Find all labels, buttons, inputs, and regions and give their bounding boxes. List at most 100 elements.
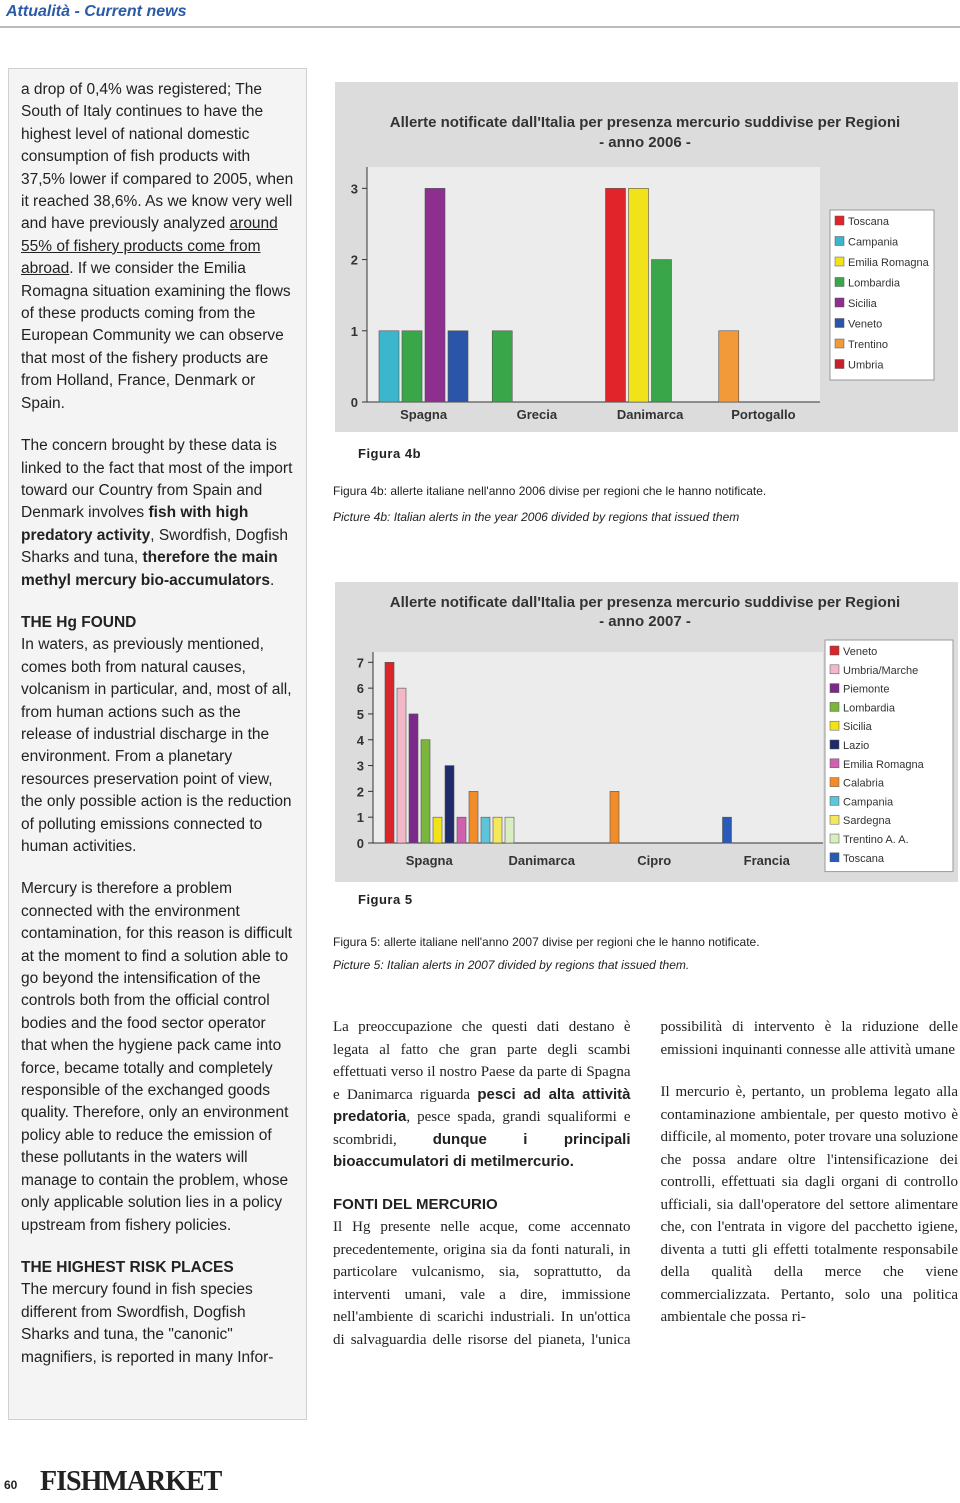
x-tick-label: Spagna xyxy=(406,853,454,868)
legend-label: Umbria xyxy=(848,360,884,372)
section-title: Attualità - Current news xyxy=(6,3,187,20)
legend-swatch xyxy=(834,277,845,287)
x-tick-label: Danimarca xyxy=(509,853,576,868)
y-tick-label: 7 xyxy=(357,655,364,670)
figure-label: Figura 4b xyxy=(358,446,422,461)
paragraph: The concern brought by these data is lin… xyxy=(21,435,294,592)
chart-2006: Allerte notificate dall'Italia per prese… xyxy=(335,82,958,432)
legend-label: Campania xyxy=(848,237,899,249)
legend-label: Lombardia xyxy=(848,278,901,290)
caption-en: Picture 5: Italian alerts in 2007 divide… xyxy=(333,958,690,972)
chart-subtitle: - anno 2006 - xyxy=(599,134,691,151)
y-tick-label: 1 xyxy=(351,324,358,339)
legend-swatch xyxy=(834,338,845,349)
text-run: . If we consider the Emilia Romagna situ… xyxy=(21,260,291,412)
chart-title: Allerte notificate dall'Italia per prese… xyxy=(390,114,900,131)
text-run: pesci ad alta attività predatoria xyxy=(333,1085,631,1126)
x-tick-label: Portogallo xyxy=(731,407,795,422)
caption-it: Figura 4b: allerte italiane nell'anno 20… xyxy=(333,484,767,498)
legend-swatch xyxy=(829,758,840,769)
legend-label: Sicilia xyxy=(843,721,873,733)
text-run: The mercury found in fish species differ… xyxy=(21,1281,274,1366)
text-run: Il mercurio è, pertanto, un problema leg… xyxy=(660,1084,959,1325)
legend-label: Sicilia xyxy=(848,298,878,310)
header: Attualità - Current news xyxy=(0,0,960,28)
y-tick-label: 3 xyxy=(351,181,358,196)
legend-box xyxy=(824,639,954,873)
legend-swatch xyxy=(829,852,840,863)
bar xyxy=(424,188,446,403)
bar xyxy=(492,816,503,844)
legend-swatch xyxy=(834,297,845,308)
plot-wall xyxy=(373,652,823,843)
legend-label: Trentino xyxy=(848,339,888,351)
caption-en: Picture 4b: Italian alerts in the year 2… xyxy=(333,510,740,524)
x-tick-label: Cipro xyxy=(637,853,671,868)
legend-label: Lazio xyxy=(843,740,869,752)
legend-swatch xyxy=(834,215,845,226)
bar xyxy=(401,330,423,403)
legend-swatch xyxy=(829,683,840,693)
x-tick-label: Danimarca xyxy=(617,407,684,422)
legend-swatch xyxy=(829,702,840,712)
bar xyxy=(605,188,626,403)
legend-label: Umbria/Marche xyxy=(843,665,918,677)
magazine-logo: FISHMARKET xyxy=(40,1466,222,1497)
text-run: dunque i principali bioaccumulatori di m… xyxy=(333,1130,631,1171)
legend-swatch xyxy=(834,359,845,369)
text-run: Mercury is therefore a problem connected… xyxy=(21,880,293,1234)
y-tick-label: 6 xyxy=(357,681,364,696)
legend-swatch xyxy=(834,256,845,267)
y-tick-label: 1 xyxy=(357,810,364,825)
bar xyxy=(504,816,515,844)
heading: FONTI DEL MERCURIO xyxy=(333,1195,498,1213)
legend-label: Veneto xyxy=(848,319,882,331)
y-tick-label: 0 xyxy=(357,836,364,851)
text-run: a drop of 0,4% was registered; The South… xyxy=(21,81,294,233)
page-number: 60 xyxy=(4,1478,18,1492)
text-run: . xyxy=(269,571,275,589)
bar xyxy=(468,791,479,844)
legend-swatch xyxy=(829,796,840,806)
legend-label: Toscana xyxy=(848,216,890,228)
bar xyxy=(651,259,672,403)
bar xyxy=(384,662,395,844)
legend-label: Piemonte xyxy=(843,684,889,696)
paragraph: Il mercurio è, pertanto, un problema leg… xyxy=(661,1081,959,1329)
legend-label: Campania xyxy=(843,796,894,808)
bar xyxy=(491,330,513,403)
bar xyxy=(396,687,407,844)
legend-swatch xyxy=(829,777,840,787)
paragraph: The mercury found in fish species differ… xyxy=(21,1279,294,1369)
text-run: La preoccupazione che questi dati destan… xyxy=(333,1019,631,1103)
bar xyxy=(722,816,732,844)
bar xyxy=(628,188,649,403)
text-run: , Swordfish, Dogfish Sharks and tuna, xyxy=(21,526,289,567)
y-tick-label: 3 xyxy=(357,759,364,774)
legend-swatch xyxy=(829,833,840,844)
text-run: fish with high predatory activity xyxy=(21,504,249,544)
left-column: a drop of 0,4% was registered; The South… xyxy=(8,68,307,1420)
legend-label: Toscana xyxy=(843,853,885,865)
y-tick-label: 2 xyxy=(357,784,364,799)
legend-swatch xyxy=(829,720,840,731)
bar xyxy=(609,791,620,844)
bar xyxy=(378,330,400,403)
legend-swatch xyxy=(834,318,845,328)
legend-box xyxy=(829,209,935,381)
legend-swatch xyxy=(829,645,840,656)
bar xyxy=(444,765,455,844)
paragraph: Il Hg presente nelle acque, come accenna… xyxy=(333,1016,958,1351)
y-tick-label: 5 xyxy=(357,707,364,722)
text-run: , pesce spada, grandi squaliformi e scom… xyxy=(333,1109,631,1148)
text-run: Il Hg presente nelle acque, come accenna… xyxy=(333,1019,958,1348)
legend-label: Trentino A. A. xyxy=(843,834,909,846)
x-tick-label: Grecia xyxy=(517,407,558,422)
legend-label: Calabria xyxy=(843,778,885,790)
chart-subtitle: - anno 2007 - xyxy=(599,613,691,630)
chart-title: Allerte notificate dall'Italia per prese… xyxy=(390,594,900,611)
legend-swatch xyxy=(829,739,840,750)
paragraph: La preoccupazione che questi dati destan… xyxy=(333,1016,631,1174)
